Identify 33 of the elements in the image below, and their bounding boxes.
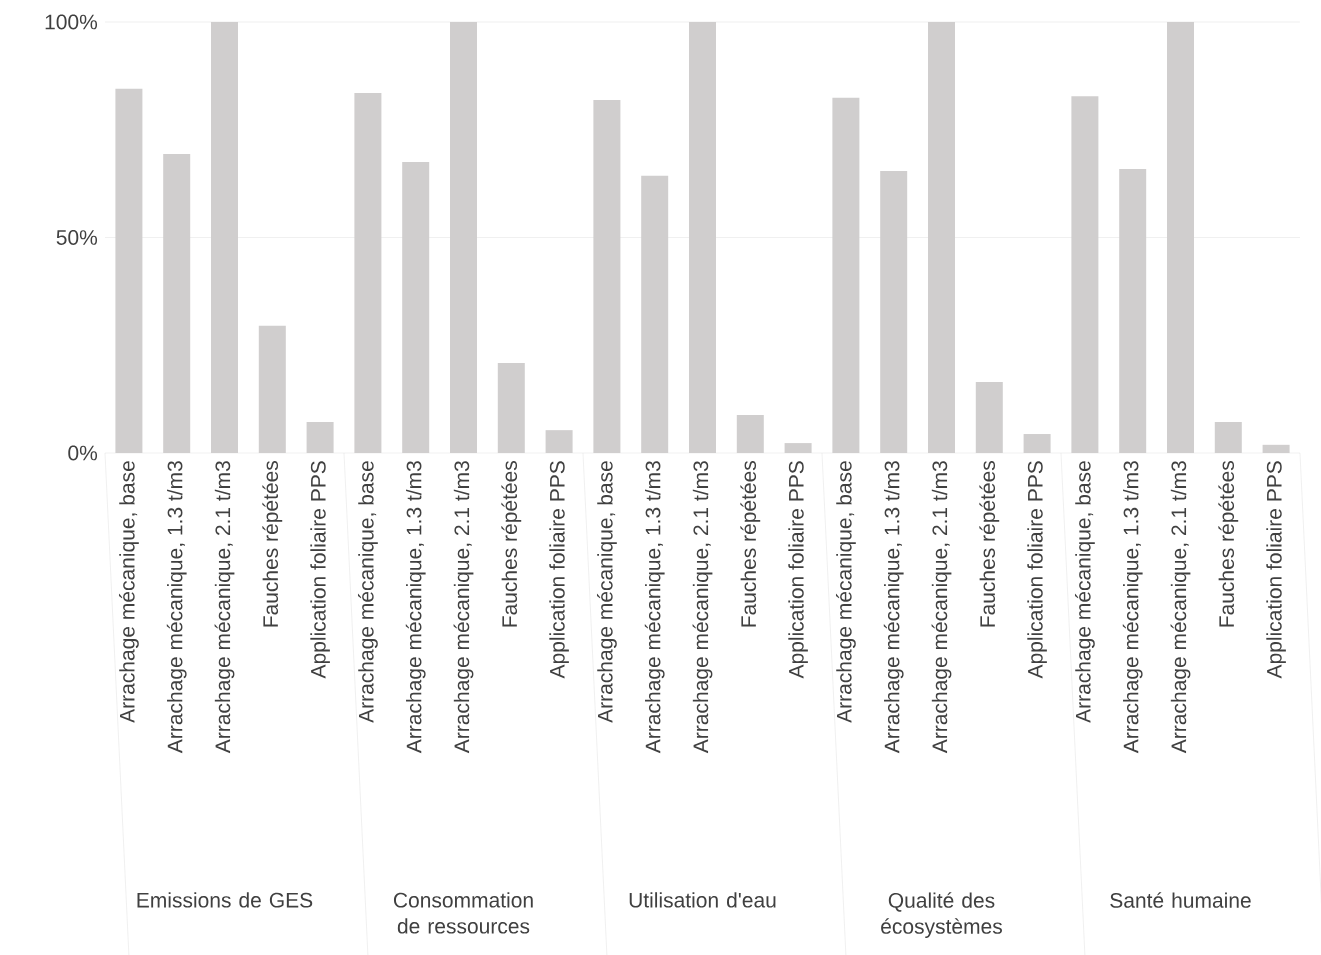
text: Utilisation d'eau (629, 892, 776, 908)
text: Santé humaine (1110, 892, 1251, 908)
x-tick-label: Arrachage mécanique, 2.1 t/m3 (931, 461, 952, 754)
x-tick-label: Arrachage mécanique, 2.1 t/m3 (214, 461, 235, 754)
x-tick-label: Arrachage mécanique, 1.3 t/m3 (166, 461, 187, 754)
x-tick-label: Arrachage mécanique, 1.3 t/m3 (883, 461, 904, 754)
x-tick-label: Arrachage mécanique, 2.1 t/m3 (1170, 461, 1191, 754)
x-tick-label: Arrachage mécanique, 2.1 t/m3 (453, 461, 474, 754)
x-tick-label: Application foliaire PPS (1027, 461, 1047, 679)
x-tick-label: Arrachage mécanique, 1.3 t/m3 (405, 461, 426, 754)
x-tick-label: Fauches répétées (262, 461, 283, 627)
x-tick-label: Application foliaire PPS (549, 461, 569, 679)
x-tick-label: Arrachage mécanique, base (118, 461, 139, 723)
x-tick-label: Arrachage mécanique, 1.3 t/m3 (644, 461, 665, 754)
x-tick-label: Arrachage mécanique, 2.1 t/m3 (692, 461, 713, 754)
x-tick-label: Arrachage mécanique, base (835, 461, 856, 723)
x-tick-label: Fauches répétées (740, 461, 761, 627)
x-tick-label: Application foliaire PPS (310, 461, 330, 679)
x-tick-label: Arrachage mécanique, base (596, 461, 617, 723)
x-tick-label: Application foliaire PPS (1266, 461, 1286, 679)
x-tick-label: Arrachage mécanique, base (1074, 461, 1095, 723)
text: Emissions de GES (137, 892, 313, 908)
x-tick-label: Application foliaire PPS (788, 461, 808, 679)
y-tick-label: 0% (68, 445, 98, 461)
text: Qualité des écosystèmes (881, 892, 1002, 939)
x-tick-label: Arrachage mécanique, 1.3 t/m3 (1122, 461, 1143, 754)
y-tick-label: 50% (56, 230, 98, 245)
x-tick-label: Arrachage mécanique, base (357, 461, 378, 723)
y-tick-label: 100% (45, 14, 98, 30)
x-tick-label: Fauches répétées (979, 461, 1000, 627)
text: Consommation de ressources (393, 892, 533, 934)
x-tick-label: Fauches répétées (501, 461, 522, 627)
x-tick-label: Fauches répétées (1218, 461, 1239, 627)
